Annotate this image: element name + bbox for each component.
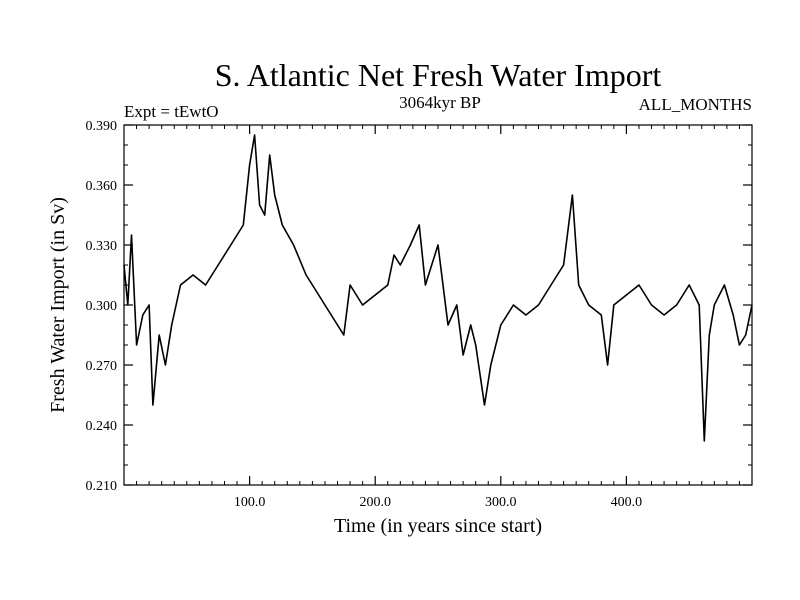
x-tick-label: 200.0 xyxy=(359,495,391,510)
months-label: ALL_MONTHS xyxy=(639,95,752,114)
time-period-label: 3064kyr BP xyxy=(399,93,481,112)
series-line xyxy=(123,134,753,442)
x-tick-label: 300.0 xyxy=(485,495,517,510)
y-tick-label: 0.360 xyxy=(86,179,118,194)
data-layer xyxy=(123,134,753,442)
plot-frame xyxy=(123,124,753,486)
axes-layer: 100.0 200.0 300.0 400.0 0.210 0.240 0.270 0.300… xyxy=(86,119,752,510)
x-axis-label: Time (in years since start) xyxy=(334,515,542,537)
experiment-label: Expt = tEwtO xyxy=(124,102,219,121)
y-tick-label: 0.240 xyxy=(86,419,118,434)
y-tick-label: 0.270 xyxy=(86,359,118,374)
y-tick-label: 0.210 xyxy=(86,479,118,494)
y-tick-label: 0.300 xyxy=(86,299,118,314)
y-tick-label: 0.330 xyxy=(86,239,118,254)
x-tick-label: 400.0 xyxy=(611,495,643,510)
chart-title: S. Atlantic Net Fresh Water Import xyxy=(215,57,662,93)
y-axis-label: Fresh Water Import (in Sv) xyxy=(47,197,69,413)
y-tick-label: 0.390 xyxy=(86,119,118,134)
x-tick-label: 100.0 xyxy=(234,495,266,510)
